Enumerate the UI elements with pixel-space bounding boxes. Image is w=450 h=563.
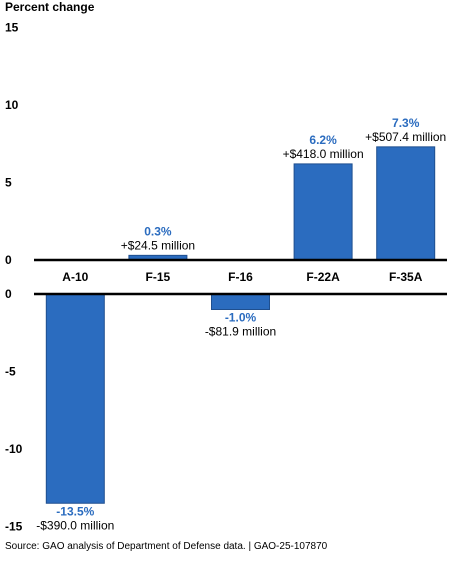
y-tick-label: -15 xyxy=(5,520,23,534)
y-tick-labels: 15 10 5 0 0 -5 -10 -15 xyxy=(5,21,23,534)
amount-label: +$418.0 million xyxy=(283,147,364,161)
bar xyxy=(293,163,353,261)
amount-label: -$390.0 million xyxy=(36,518,114,532)
category-label: F-15 xyxy=(146,270,171,284)
y-tick-label: 5 xyxy=(5,176,12,190)
y-tick-label: 10 xyxy=(5,98,19,112)
data-labels: -13.5%-$390.0 million 0.3%+$24.5 million -… xyxy=(36,116,446,532)
y-tick-label: 0 xyxy=(5,253,12,267)
category-labels: A-10 F-15 F-16 F-22A F-35A xyxy=(62,270,422,284)
bar xyxy=(376,146,436,261)
percent-label: -1.0% xyxy=(225,311,257,325)
percent-label: 6.2% xyxy=(309,133,337,147)
category-label: A-10 xyxy=(62,270,88,284)
category-label: F-16 xyxy=(228,270,253,284)
bar xyxy=(211,293,270,310)
category-label: F-35A xyxy=(389,270,423,284)
y-axis-label: Percent change xyxy=(5,0,95,14)
amount-label: -$81.9 million xyxy=(205,325,276,339)
percent-label: 0.3% xyxy=(144,224,172,238)
percent-label: 7.3% xyxy=(392,116,420,130)
amount-label: +$24.5 million xyxy=(121,238,195,252)
percent-label: -13.5% xyxy=(56,504,94,518)
y-tick-label: -10 xyxy=(5,442,23,456)
bar xyxy=(45,293,105,504)
amount-label: +$507.4 million xyxy=(365,130,446,144)
y-tick-label: 0 xyxy=(5,287,12,301)
category-label: F-22A xyxy=(306,270,340,284)
y-tick-label: -5 xyxy=(5,365,16,379)
source-note: Source: GAO analysis of Department of De… xyxy=(5,541,328,552)
bars xyxy=(45,146,436,504)
y-tick-label: 15 xyxy=(5,21,19,35)
